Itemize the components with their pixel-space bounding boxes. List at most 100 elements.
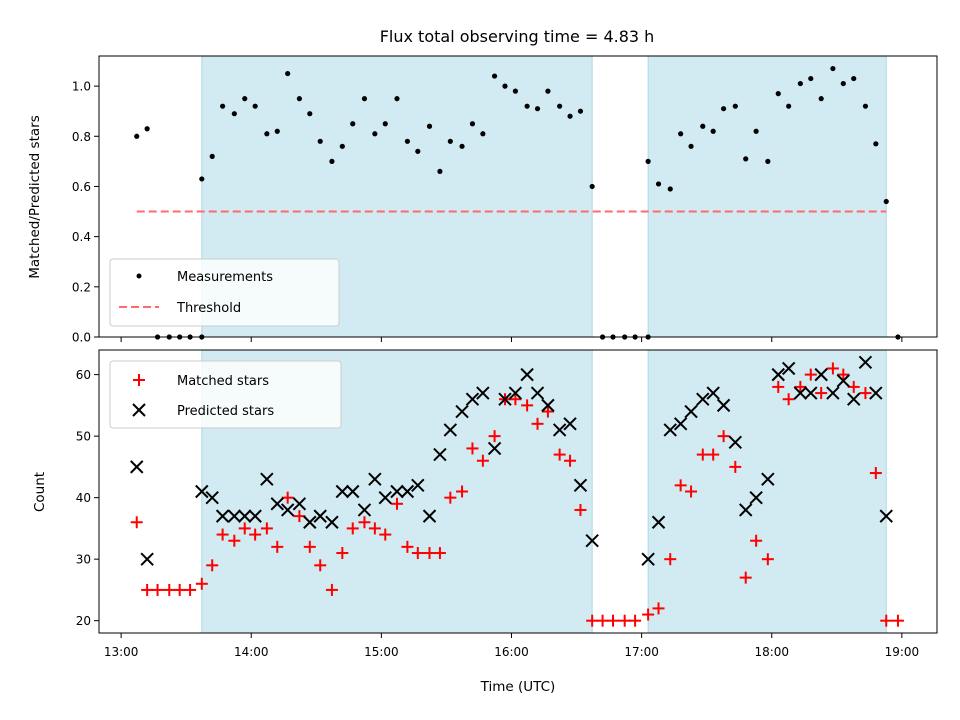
predicted-star-point <box>443 423 458 437</box>
predicted-star-point <box>573 478 588 493</box>
matched-star-point <box>729 460 742 473</box>
matched-star-point <box>804 368 817 381</box>
matched-star-point <box>216 528 229 541</box>
ratio-x-ticks <box>120 337 903 342</box>
predicted-star-point-b <box>205 490 219 505</box>
measurement-point <box>437 168 443 175</box>
matched-star-point <box>466 442 479 455</box>
measurement-point <box>567 113 573 119</box>
predicted-star-point-b <box>390 484 404 499</box>
matched-star-point <box>674 479 687 492</box>
matched-star-point <box>553 448 566 461</box>
predicted-star-point-b <box>858 355 873 370</box>
matched-star-point <box>325 583 338 596</box>
measurement-point <box>307 111 313 117</box>
matched-star-point <box>837 368 850 381</box>
predicted-star-point <box>716 398 731 413</box>
predicted-star-point-b <box>195 484 209 499</box>
matched-star-point <box>336 547 349 560</box>
predicted-star-point <box>530 386 545 400</box>
measurement-point <box>426 123 433 129</box>
matched-star-point <box>488 430 501 443</box>
matched-star-point <box>476 454 489 467</box>
threshold-legend-label: Threshold <box>176 301 241 316</box>
predicted-star-point-b <box>465 392 480 406</box>
measurement-point <box>339 143 345 149</box>
matched-star-point <box>794 380 807 393</box>
predicted-star-point <box>663 423 677 437</box>
matched-star-point <box>564 454 577 467</box>
observing-interval-1 <box>648 350 887 633</box>
measurement-point <box>765 158 771 164</box>
predicted-star-point <box>673 417 688 431</box>
predicted-star-point <box>303 515 317 529</box>
predicted-star-point-b <box>847 392 861 406</box>
measurement-point <box>720 106 727 112</box>
predicted-star-point <box>814 367 828 382</box>
predicted-star-point-b <box>651 515 666 529</box>
y-tick-label: 50 <box>76 430 91 444</box>
predicted-star-point <box>879 509 893 523</box>
matched-star-point <box>401 540 414 553</box>
y-tick-label: 0.2 <box>72 280 91 294</box>
matched-star-point <box>271 540 284 553</box>
measurement-point <box>589 183 595 190</box>
measurement-point <box>655 181 662 187</box>
measurement-point <box>264 131 270 137</box>
predicted-star-point-b <box>836 374 851 388</box>
measurement-point <box>732 103 738 109</box>
predicted-star-point-b <box>335 484 350 499</box>
ratio-points-layer <box>134 65 901 340</box>
measurement-point <box>274 128 280 134</box>
measurement-point <box>883 198 889 205</box>
matched-star-point <box>509 393 522 406</box>
x-tick-label: 14:00 <box>234 645 269 659</box>
y-tick-label: 30 <box>76 553 91 567</box>
predicted-star-point <box>847 392 861 406</box>
predicted-star-point-b <box>552 423 567 437</box>
matched-star-point <box>184 583 197 596</box>
predicted-star-point-b <box>696 392 710 406</box>
predicted-star-point <box>728 435 743 449</box>
predicted-star-point-b <box>303 515 317 529</box>
matched-star-point <box>880 614 893 627</box>
measurement-point <box>317 138 323 144</box>
counts-panel: 20 30 40 50 60 13:00 14:00 15:00 16:00 17:00 18:0… <box>32 349 938 695</box>
measurement-point <box>710 128 716 134</box>
measurement-point <box>231 111 237 117</box>
matched-star-point <box>750 534 763 547</box>
predicted-star-point-b <box>270 497 284 511</box>
predicted-star-point <box>696 392 710 406</box>
matched-star-point <box>782 393 795 406</box>
counts-legend-box <box>109 360 342 429</box>
predicted-star-point-b <box>378 490 392 505</box>
measurement-point <box>808 75 814 82</box>
measurement-point <box>459 143 465 149</box>
matched-star-point <box>707 448 720 461</box>
predicted-star-point-b <box>771 367 785 382</box>
matched-star-point <box>260 522 273 535</box>
matched-star-point <box>379 528 392 541</box>
measurement-point <box>512 88 518 94</box>
predicted-star-point-b <box>325 515 339 529</box>
predicted-star-point-b <box>227 509 242 523</box>
measurement-point <box>534 106 541 112</box>
counts-y-ticks: 20 30 40 50 60 <box>76 368 99 628</box>
matched-star-point <box>423 547 436 560</box>
measurement-point <box>372 131 378 137</box>
matched-star-point <box>249 528 262 541</box>
ratio-panel: 0.0 0.2 0.4 0.6 0.8 1.0 Matched/Predicted sta… <box>27 55 938 345</box>
matched-star-point <box>130 516 143 529</box>
measurement-point <box>786 103 792 109</box>
predicted-star-point-b <box>869 386 883 400</box>
predicted-star-point-b <box>411 478 425 493</box>
predicted-star-point <box>357 503 372 517</box>
matched-star-point <box>652 602 665 615</box>
predicted-star-point <box>684 404 698 419</box>
predicted-star-point-b <box>248 509 262 523</box>
matched-star-point <box>368 522 381 535</box>
predicted-star-point <box>541 398 555 413</box>
predicted-star-point-b <box>879 509 893 523</box>
predicted-star-point-b <box>313 509 327 523</box>
